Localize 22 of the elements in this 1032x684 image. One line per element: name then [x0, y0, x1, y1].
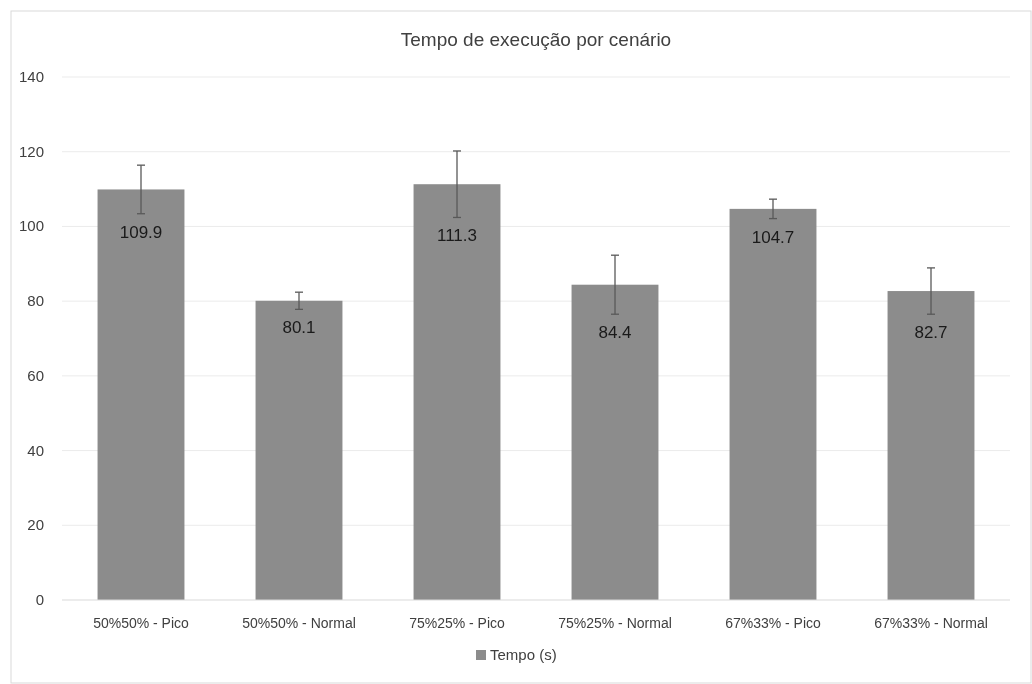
legend-label: Tempo (s) — [490, 646, 557, 663]
data-label: 84.4 — [598, 323, 632, 343]
y-tick-label: 140 — [18, 68, 44, 85]
y-tick-label: 0 — [35, 591, 44, 608]
data-label: 104.7 — [751, 227, 795, 247]
data-label: 111.3 — [436, 226, 478, 246]
y-tick-label: 40 — [27, 441, 44, 459]
y-tick-label: 120 — [18, 142, 44, 160]
data-label: 109.9 — [119, 222, 163, 242]
data-label: 82.7 — [914, 323, 948, 343]
x-tick-label: 67%33% - Normal — [874, 615, 988, 631]
y-tick-label: 80 — [27, 292, 44, 310]
y-tick-label: 100 — [18, 217, 44, 235]
x-tick-label: 75%25% - Normal — [558, 615, 672, 631]
data-label: 80.1 — [282, 318, 316, 338]
x-tick-label: 75%25% - Pico — [409, 615, 506, 631]
x-tick-label: 50%50% - Normal — [242, 615, 356, 631]
y-tick-label: 60 — [27, 366, 44, 384]
chart-title: Tempo de execução por cenário — [400, 29, 672, 50]
x-tick-label: 50%50% - Pico — [93, 615, 190, 631]
y-tick-label: 20 — [27, 516, 44, 534]
x-tick-label: 67%33% - Pico — [725, 615, 822, 631]
